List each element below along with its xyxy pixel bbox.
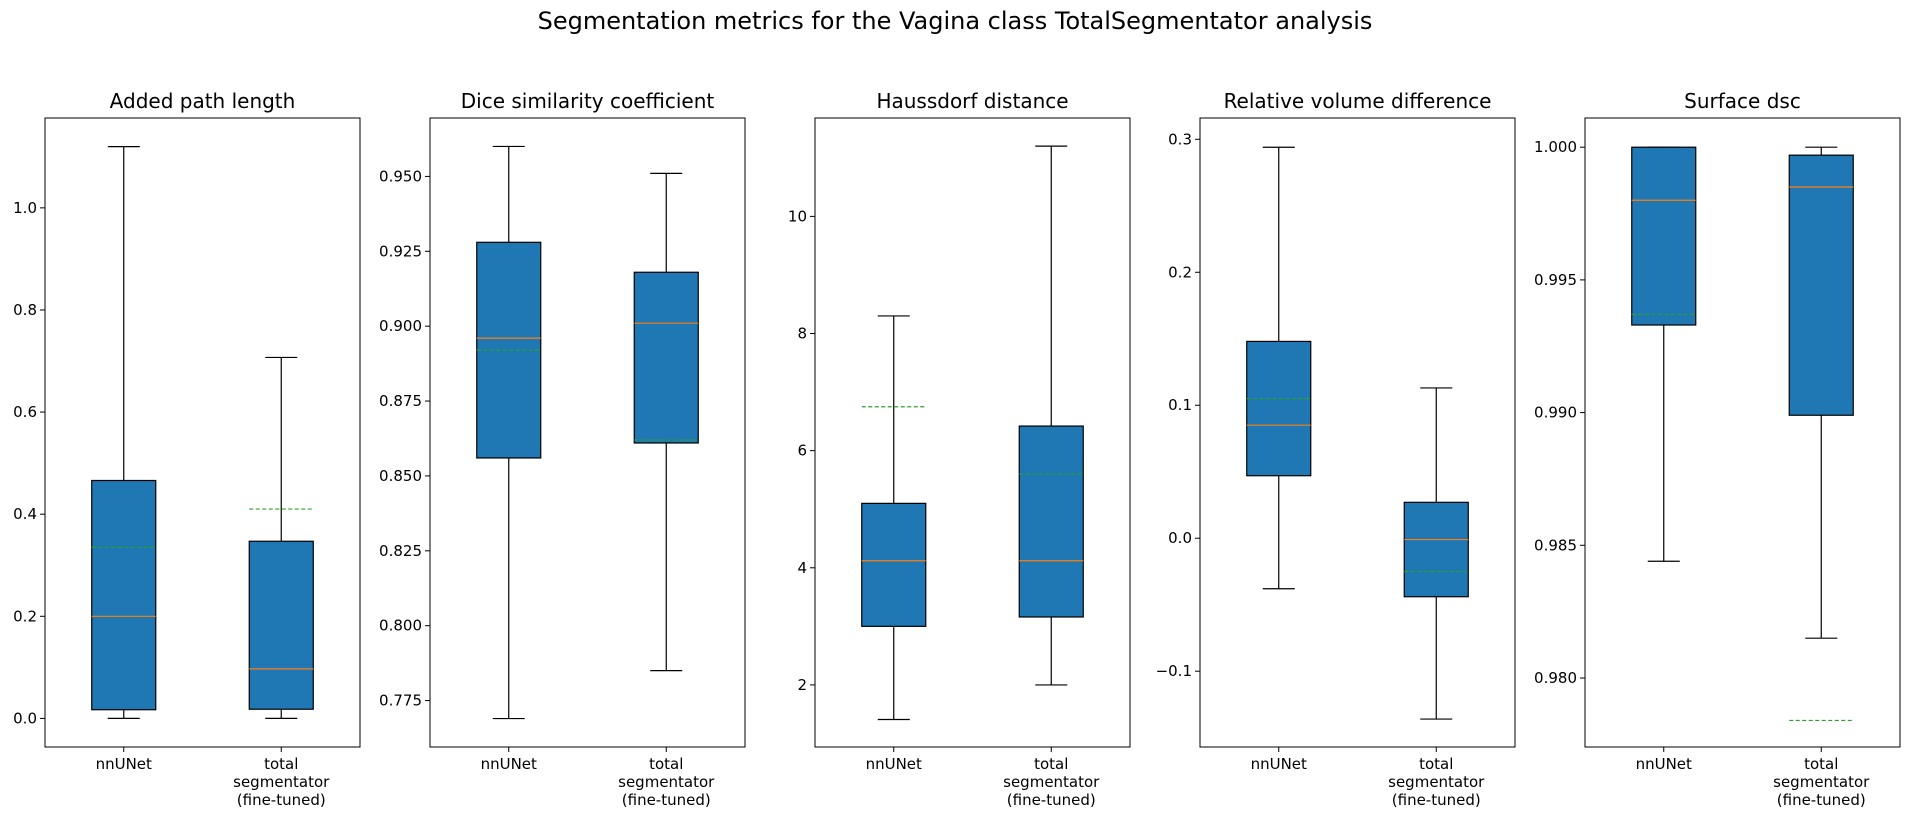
box-1	[476, 145, 542, 720]
y-tick-label: 0.3	[1168, 130, 1192, 148]
y-tick-label: 0.950	[379, 167, 422, 185]
y-tick-label: 0.2	[1168, 263, 1192, 281]
x-tick-label: nnUNet	[1251, 755, 1307, 773]
y-tick-label: 0.4	[13, 505, 37, 523]
subplot-title: Relative volume difference	[1224, 89, 1492, 113]
subplot-title: Haussdorf distance	[876, 89, 1068, 113]
box-2	[248, 356, 314, 720]
x-tick-label: nnUNet	[1636, 755, 1692, 773]
y-tick-label: 0.990	[1534, 404, 1577, 422]
y-tick-label: 0.6	[13, 403, 37, 421]
x-tick-label: nnUNet	[96, 755, 152, 773]
y-tick-label: 0.925	[379, 242, 422, 260]
subplot-3: Haussdorf distance 2 4 6 8 10 nnUNet total segme…	[788, 89, 1131, 809]
box-1	[1246, 146, 1312, 590]
axes-frame	[814, 117, 1131, 748]
y-tick-label: 0.2	[13, 607, 37, 625]
y-tick-label: 6	[797, 442, 807, 460]
x-tick-label: total segmentator (fine-tuned)	[233, 755, 330, 809]
y-tick-label: 8	[797, 325, 807, 343]
x-tick-label: nnUNet	[866, 755, 922, 773]
y-tick-label: 0.775	[379, 692, 422, 710]
box-2	[1788, 146, 1854, 722]
box-1	[91, 145, 157, 720]
axes-frame	[429, 117, 746, 748]
y-tick-label: 0.825	[379, 542, 422, 560]
subplot-title: Added path length	[110, 89, 296, 113]
iqr-box	[1403, 501, 1469, 598]
y-tick-label: 1.000	[1534, 138, 1577, 156]
x-tick-label: total segmentator (fine-tuned)	[618, 755, 715, 809]
x-tick-label: nnUNet	[481, 755, 537, 773]
box-1	[861, 315, 927, 721]
iqr-box	[633, 271, 699, 444]
iqr-box	[1246, 340, 1312, 477]
y-tick-label: −0.1	[1156, 662, 1192, 680]
subplot-title: Surface dsc	[1684, 89, 1801, 113]
x-tick-label: total segmentator (fine-tuned)	[1388, 755, 1485, 809]
y-tick-label: 0.8	[13, 301, 37, 319]
y-tick-label: 0.800	[379, 617, 422, 635]
y-tick-label: 4	[797, 559, 807, 577]
box-2	[633, 172, 699, 672]
axes-frame	[1199, 117, 1516, 748]
iqr-box	[91, 479, 157, 711]
y-tick-label: 1.0	[13, 199, 37, 217]
y-tick-label: 0.1	[1168, 396, 1192, 414]
subplot-2: Dice similarity coefficient 0.775 0.800 0.8…	[379, 89, 746, 809]
box-2	[1403, 387, 1469, 720]
y-tick-label: 0.980	[1534, 669, 1577, 687]
iqr-box	[1788, 154, 1854, 416]
subplot-1: Added path length 0.0 0.2 0.4 0.6 0.8 1.0 nnUNe…	[13, 89, 361, 809]
figure-title: Segmentation metrics for the Vagina clas…	[538, 7, 1373, 35]
iqr-box	[1018, 425, 1084, 618]
y-tick-label: 0.995	[1534, 271, 1577, 289]
iqr-box	[248, 540, 314, 710]
x-tick-label: total segmentator (fine-tuned)	[1773, 755, 1870, 809]
y-tick-label: 0.900	[379, 317, 422, 335]
subplot-4: Relative volume difference −0.1 0.0 0.1 0.2 0…	[1156, 89, 1516, 809]
y-tick-label: 0.0	[1168, 529, 1192, 547]
y-tick-label: 0.850	[379, 467, 422, 485]
y-tick-label: 0.985	[1534, 536, 1577, 554]
box-2	[1018, 145, 1084, 686]
y-tick-label: 10	[788, 207, 807, 225]
subplot-title: Dice similarity coefficient	[461, 89, 715, 113]
iqr-box	[1631, 146, 1697, 326]
x-tick-label: total segmentator (fine-tuned)	[1003, 755, 1100, 809]
panels: Added path length 0.0 0.2 0.4 0.6 0.8 1.0 nnUNe…	[13, 89, 1901, 809]
y-tick-label: 0.875	[379, 392, 422, 410]
y-tick-label: 0.0	[13, 709, 37, 727]
subplot-5: Surface dsc 0.980 0.985 0.990 0.995 1.000 nnUN…	[1534, 89, 1901, 809]
axes-frame	[1584, 117, 1901, 748]
y-tick-label: 2	[797, 676, 807, 694]
axes-frame	[44, 117, 361, 748]
iqr-box	[861, 502, 927, 627]
box-1	[1631, 146, 1697, 562]
